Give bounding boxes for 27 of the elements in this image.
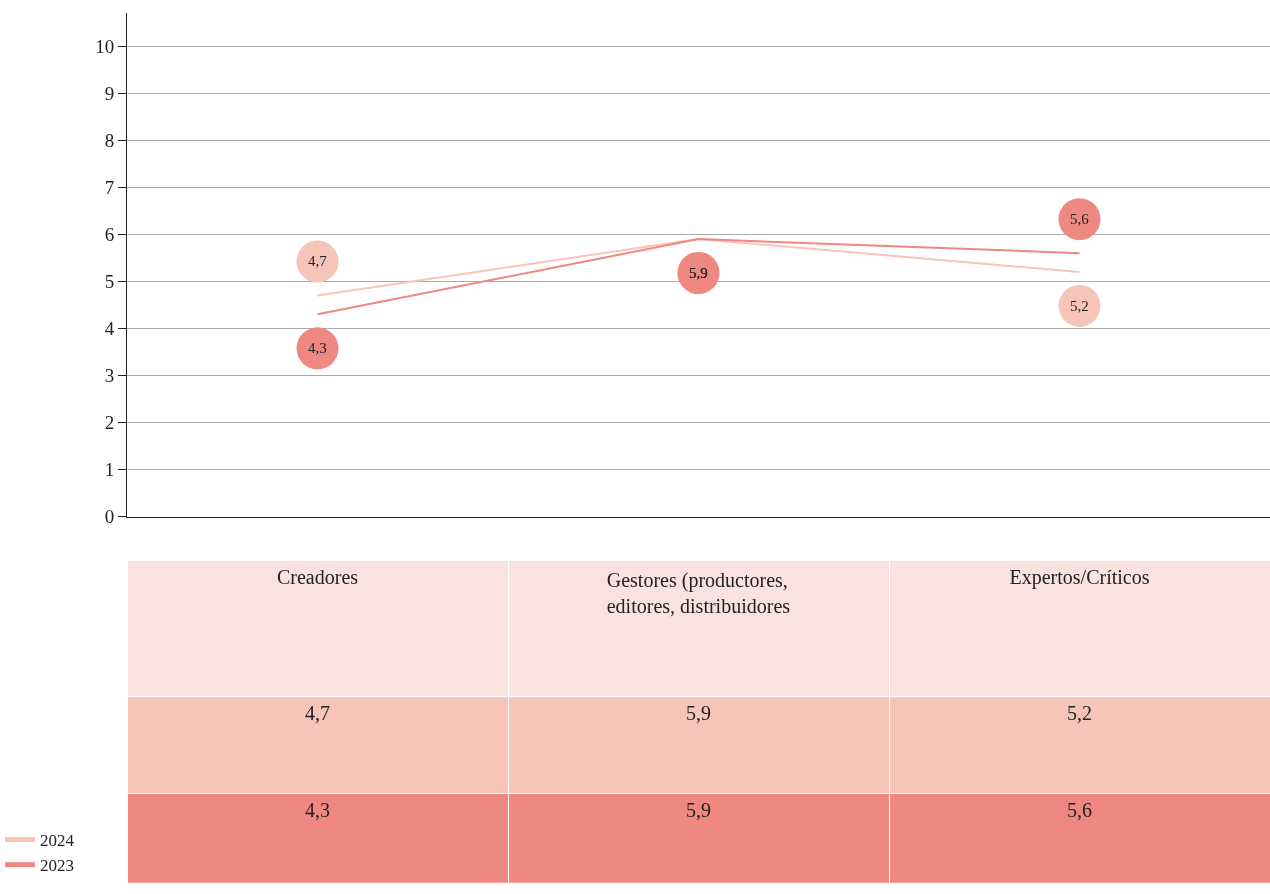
text: 4,7: [308, 253, 327, 269]
y-tick-label: 1: [104, 459, 115, 481]
data-label: 5,9: [686, 798, 711, 821]
y-tick-label: 8: [104, 129, 115, 151]
x-tick-label: Creadores: [276, 565, 359, 588]
text: 5,9: [689, 265, 708, 281]
data-label: 4,3: [305, 798, 330, 821]
y-tick-label: 9: [104, 82, 115, 104]
y-tick-label: 0: [104, 506, 115, 528]
y-tick-label: 5: [104, 271, 115, 293]
text: 4,3: [308, 340, 327, 356]
y-tick-label: 3: [104, 365, 115, 387]
y-tick-label: 10: [95, 35, 115, 57]
y-tick-label: 2: [104, 412, 115, 434]
legend-label: 2024: [40, 831, 75, 851]
data-label: 5,9: [686, 701, 711, 724]
data-label: 5,6: [1067, 798, 1092, 821]
data-label: 5,2: [1067, 701, 1092, 724]
y-tick-label: 4: [104, 318, 115, 340]
x-tick-label: Expertos/Críticos: [1009, 565, 1150, 589]
legend-label: 2023: [40, 856, 74, 876]
text: 5,6: [1070, 211, 1089, 227]
x-tick-label: Gestores (productores, editores, distribuidores: [606, 568, 791, 617]
data-label: 4,7: [305, 701, 330, 724]
y-tick-label: 6: [104, 223, 115, 245]
y-tick-label: 7: [104, 176, 115, 198]
text: 5,2: [1070, 298, 1089, 314]
